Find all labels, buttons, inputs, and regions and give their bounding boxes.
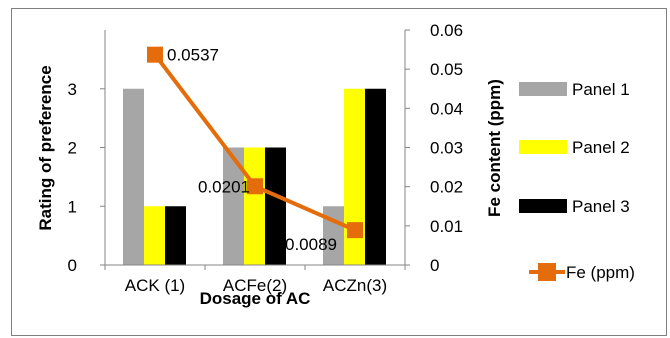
y2-axis-title: Fe content (ppm) [485,79,504,217]
legend: Panel 1 Panel 2 Panel 3 Fe (ppm) [519,80,635,282]
legend-marker [538,263,556,281]
y-tick-label: 2 [68,139,77,158]
bars-layer [123,88,386,265]
bar-panel-3-2 [265,147,286,265]
y2-tick-label: 0.03 [430,139,463,158]
legend-swatch [519,199,567,213]
y2-tick-label: 0.05 [430,60,463,79]
bar-panel-2-2 [244,147,265,265]
y-axis-title: Rating of preference [36,65,55,230]
fe-line-layer: 0.0537 0.0201 0.0089 [147,46,363,254]
fe-marker [147,46,163,63]
fe-marker [347,222,363,239]
bar-panel-3-3 [365,88,386,265]
legend-swatch [519,82,567,96]
bar-panel-2-3 [344,88,365,265]
x-tick-label: ACFe(2) [223,276,287,295]
x-ticks-layer: ACK (1) ACFe(2) ACZn(3) [104,265,406,295]
y-tick-label: 1 [68,197,77,216]
chart-frame [11,8,667,336]
bar-panel-1-2 [223,147,244,265]
legend-swatch [519,140,567,154]
fe-marker [247,178,263,195]
y2-tick-label: 0.06 [430,21,463,40]
y2-ticks-layer: 0 0.01 0.02 0.03 0.04 0.05 0.06 [405,21,463,275]
x-tick-label: ACZn(3) [323,276,387,295]
fe-data-label: 0.0537 [167,46,219,65]
bar-panel-2-1 [144,206,165,265]
legend-label: Fe (ppm) [566,263,635,282]
fe-data-label: 0.0201 [198,177,250,196]
legend-label: Panel 2 [572,138,630,157]
y-tick-label: 0 [68,256,77,275]
x-tick-label: ACK (1) [125,276,185,295]
y2-tick-label: 0.04 [430,99,463,118]
bar-panel-3-1 [165,206,186,265]
y2-tick-label: 0.02 [430,178,463,197]
fe-data-label: 0.0089 [285,235,337,254]
y2-tick-label: 0 [430,256,439,275]
y-ticks-layer: 0 1 2 3 [68,80,105,275]
y-tick-label: 3 [68,80,77,99]
legend-label: Panel 3 [572,197,630,216]
y2-tick-label: 0.01 [430,217,463,236]
x-axis-title: Dosage of AC [200,289,311,308]
legend-label: Panel 1 [572,80,630,99]
bar-panel-1-1 [123,88,144,265]
